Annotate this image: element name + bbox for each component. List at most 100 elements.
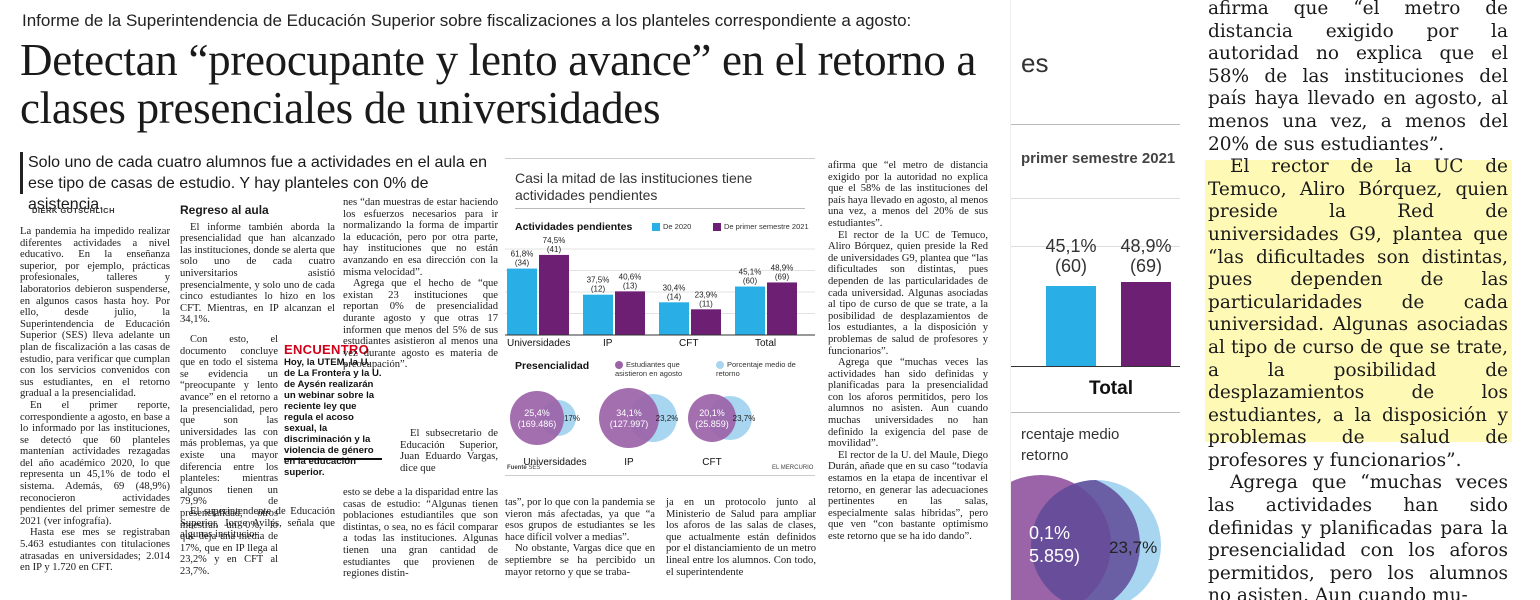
- bar: [539, 254, 569, 335]
- venn-circle-attended: [510, 391, 564, 445]
- legend-label: De primer semestre 2021: [724, 222, 809, 231]
- zoom-right-label: 48,9% (69): [1120, 236, 1172, 276]
- paragraph: No obstante, Vargas dice que en septiemb…: [505, 543, 655, 578]
- venn-attended-label: 25,4%: [524, 408, 550, 418]
- paragraph: afirma que “el metro de distancia exigid…: [828, 160, 988, 229]
- divider: [1011, 412, 1180, 413]
- legend-attended: Estudiantes que asistieron en agosto: [615, 360, 695, 378]
- bar: [735, 286, 765, 335]
- bar-value-label: 45,1%: [739, 268, 762, 277]
- bar-count-label: (11): [699, 299, 713, 308]
- venn-return-label: 23,7%: [733, 414, 756, 423]
- zoom-legend: rcentaje medio retorno: [1021, 426, 1120, 464]
- venn-attended-label: 34,1%: [616, 408, 642, 418]
- column-6: afirma que “el metro de distancia exigid…: [828, 160, 988, 543]
- column-3: nes “dan muestras de estar haciendo los …: [343, 197, 498, 371]
- zoom-left-label: 45,1% (60): [1045, 236, 1097, 276]
- encuentro-rule: [284, 458, 382, 460]
- column-4-bottom: tas”, por lo que con la pandemia se vier…: [505, 497, 655, 578]
- paragraph: El superintendente de Educación Superior…: [180, 506, 335, 541]
- infographic-title: Casi la mitad de las instituciones tiene…: [515, 170, 753, 203]
- venn-attended-count: (127.997): [610, 419, 649, 429]
- legend-label: Estudiantes que asistieron en agosto: [615, 360, 683, 378]
- bar-count-label: (14): [667, 292, 682, 301]
- legend-label: Porcentaje medio de retorno: [716, 360, 796, 378]
- bar: [767, 282, 797, 335]
- bar-value-label: 74,5%: [543, 236, 566, 245]
- lead-bar: [20, 152, 23, 194]
- encuentro-text: Hoy, la UTEM, la U. de La Frontera y la …: [284, 357, 382, 478]
- paragraph: esto se debe a la disparidad entre las c…: [343, 487, 498, 580]
- bar: [583, 294, 613, 335]
- zoom-header: es: [1021, 48, 1049, 78]
- bar-count-label: (41): [547, 245, 562, 254]
- byline: DIERK GOTSCHLICH: [32, 206, 115, 215]
- zoom-text: afirma que “el metro de distancia exigid…: [1208, 0, 1508, 600]
- zoom-bar-2021: [1121, 282, 1171, 366]
- bar-value-label: 23,9%: [695, 290, 718, 299]
- paragraph: La pandemia ha impedido realizar diferen…: [20, 226, 170, 400]
- lead-paragraph: Solo uno de cada cuatro alumnos fue a ac…: [28, 154, 487, 213]
- bar-value-label: 61,8%: [511, 250, 534, 259]
- column-3-narrow: El subsecretario de Educación Superior, …: [400, 428, 498, 474]
- legend-return: Porcentaje medio de retorno: [716, 360, 796, 378]
- zoom-chart-crop: es primer semestre 2021 45,1% (60) 48,9%(…: [1010, 0, 1180, 600]
- legend-2020: De 2020: [652, 222, 692, 232]
- section-title-presence: Presencialidad: [515, 360, 590, 372]
- paragraph: El rector de la U. del Maule, Diego Durá…: [828, 449, 988, 542]
- paragraph: tas”, por lo que con la pandemia se vier…: [505, 497, 655, 543]
- paragraph: Agrega que “muchas veces las actividades…: [828, 357, 988, 450]
- kicker: Informe de la Superintendencia de Educac…: [22, 11, 912, 30]
- zoom-category: Total: [1089, 378, 1133, 399]
- paragraph: Agrega que “muchas veces las actividades…: [1208, 472, 1508, 600]
- bar-count-label: (34): [515, 259, 530, 268]
- highlight: [1205, 160, 1512, 442]
- bar-value-label: 37,5%: [587, 276, 610, 285]
- bar-value-label: 40,6%: [619, 272, 642, 281]
- zoom-circle-right-label: 23,7%: [1109, 538, 1158, 557]
- bar-count-label: (13): [623, 281, 638, 290]
- paragraph: El informe también aborda la presenciali…: [180, 221, 335, 326]
- column-1: La pandemia ha impedido realizar diferen…: [20, 226, 170, 574]
- legend-2021: De primer semestre 2021: [713, 222, 809, 232]
- category-label: IP: [603, 338, 613, 349]
- bar-count-label: (60): [743, 277, 758, 286]
- venn-circle-attended: [688, 394, 736, 442]
- paragraph-highlighted: El rector de la UC de Temuco, Aliro Bórq…: [1208, 156, 1508, 471]
- zoom-circle-left-label: 0,1% 5.859): [1029, 523, 1081, 566]
- legend-label: De 2020: [663, 222, 692, 231]
- section-title-pending: Actividades pendientes: [515, 221, 633, 233]
- paragraph: Con esto, el documento concluye que en t…: [180, 334, 278, 577]
- venn-attended-count: (25.859): [695, 419, 729, 429]
- encuentro-title: ENCUENTRO: [284, 342, 370, 357]
- bar: [615, 291, 645, 335]
- gridline: [1011, 246, 1180, 247]
- venn-category-label: IP: [624, 457, 634, 468]
- zoom-venn: [1011, 475, 1161, 600]
- paragraph: El subsecretario de Educación Superior, …: [400, 428, 498, 474]
- category-label: Universidades: [507, 338, 570, 349]
- zoom-bar-2020: [1046, 286, 1096, 366]
- paragraph: Hasta ese mes se registraban 5.463 estud…: [20, 527, 170, 574]
- paragraph: nes “dan muestras de estar haciendo los …: [343, 197, 498, 278]
- bar: [659, 302, 689, 335]
- bar: [507, 268, 537, 335]
- bar-count-label: (69): [775, 272, 790, 281]
- subheading: Regreso al aula: [180, 203, 269, 217]
- zoom-subtitle: primer semestre 2021: [1021, 150, 1176, 167]
- paragraph: afirma que “el metro de distancia exigid…: [1208, 0, 1508, 155]
- venn-return-label: 23,2%: [656, 414, 679, 423]
- venn-circle-attended: [599, 388, 659, 448]
- bar-count-label: (12): [591, 285, 606, 294]
- credit: EL MERCURIO: [772, 465, 814, 471]
- column-2-narrow: Con esto, el documento concluye que en t…: [180, 334, 278, 577]
- zoom-overlap: [1031, 480, 1141, 600]
- paragraph: El rector de la UC de Temuco, Aliro Bórq…: [828, 229, 988, 357]
- column-3-bottom: esto se debe a la disparidad entre las c…: [343, 487, 498, 580]
- venn-return-label: 17%: [564, 414, 580, 423]
- venn-category-label: CFT: [702, 457, 721, 468]
- paragraph: ja en un protocolo junto al Ministerio d…: [666, 497, 816, 578]
- paragraph: Agrega que el hecho de “que existan 23 i…: [343, 278, 498, 371]
- bar-chart: 61,8%(34) 74,5%(41) Universidades 37,5%(12)…: [505, 236, 815, 349]
- venn-attended-label: 20,1%: [699, 408, 725, 418]
